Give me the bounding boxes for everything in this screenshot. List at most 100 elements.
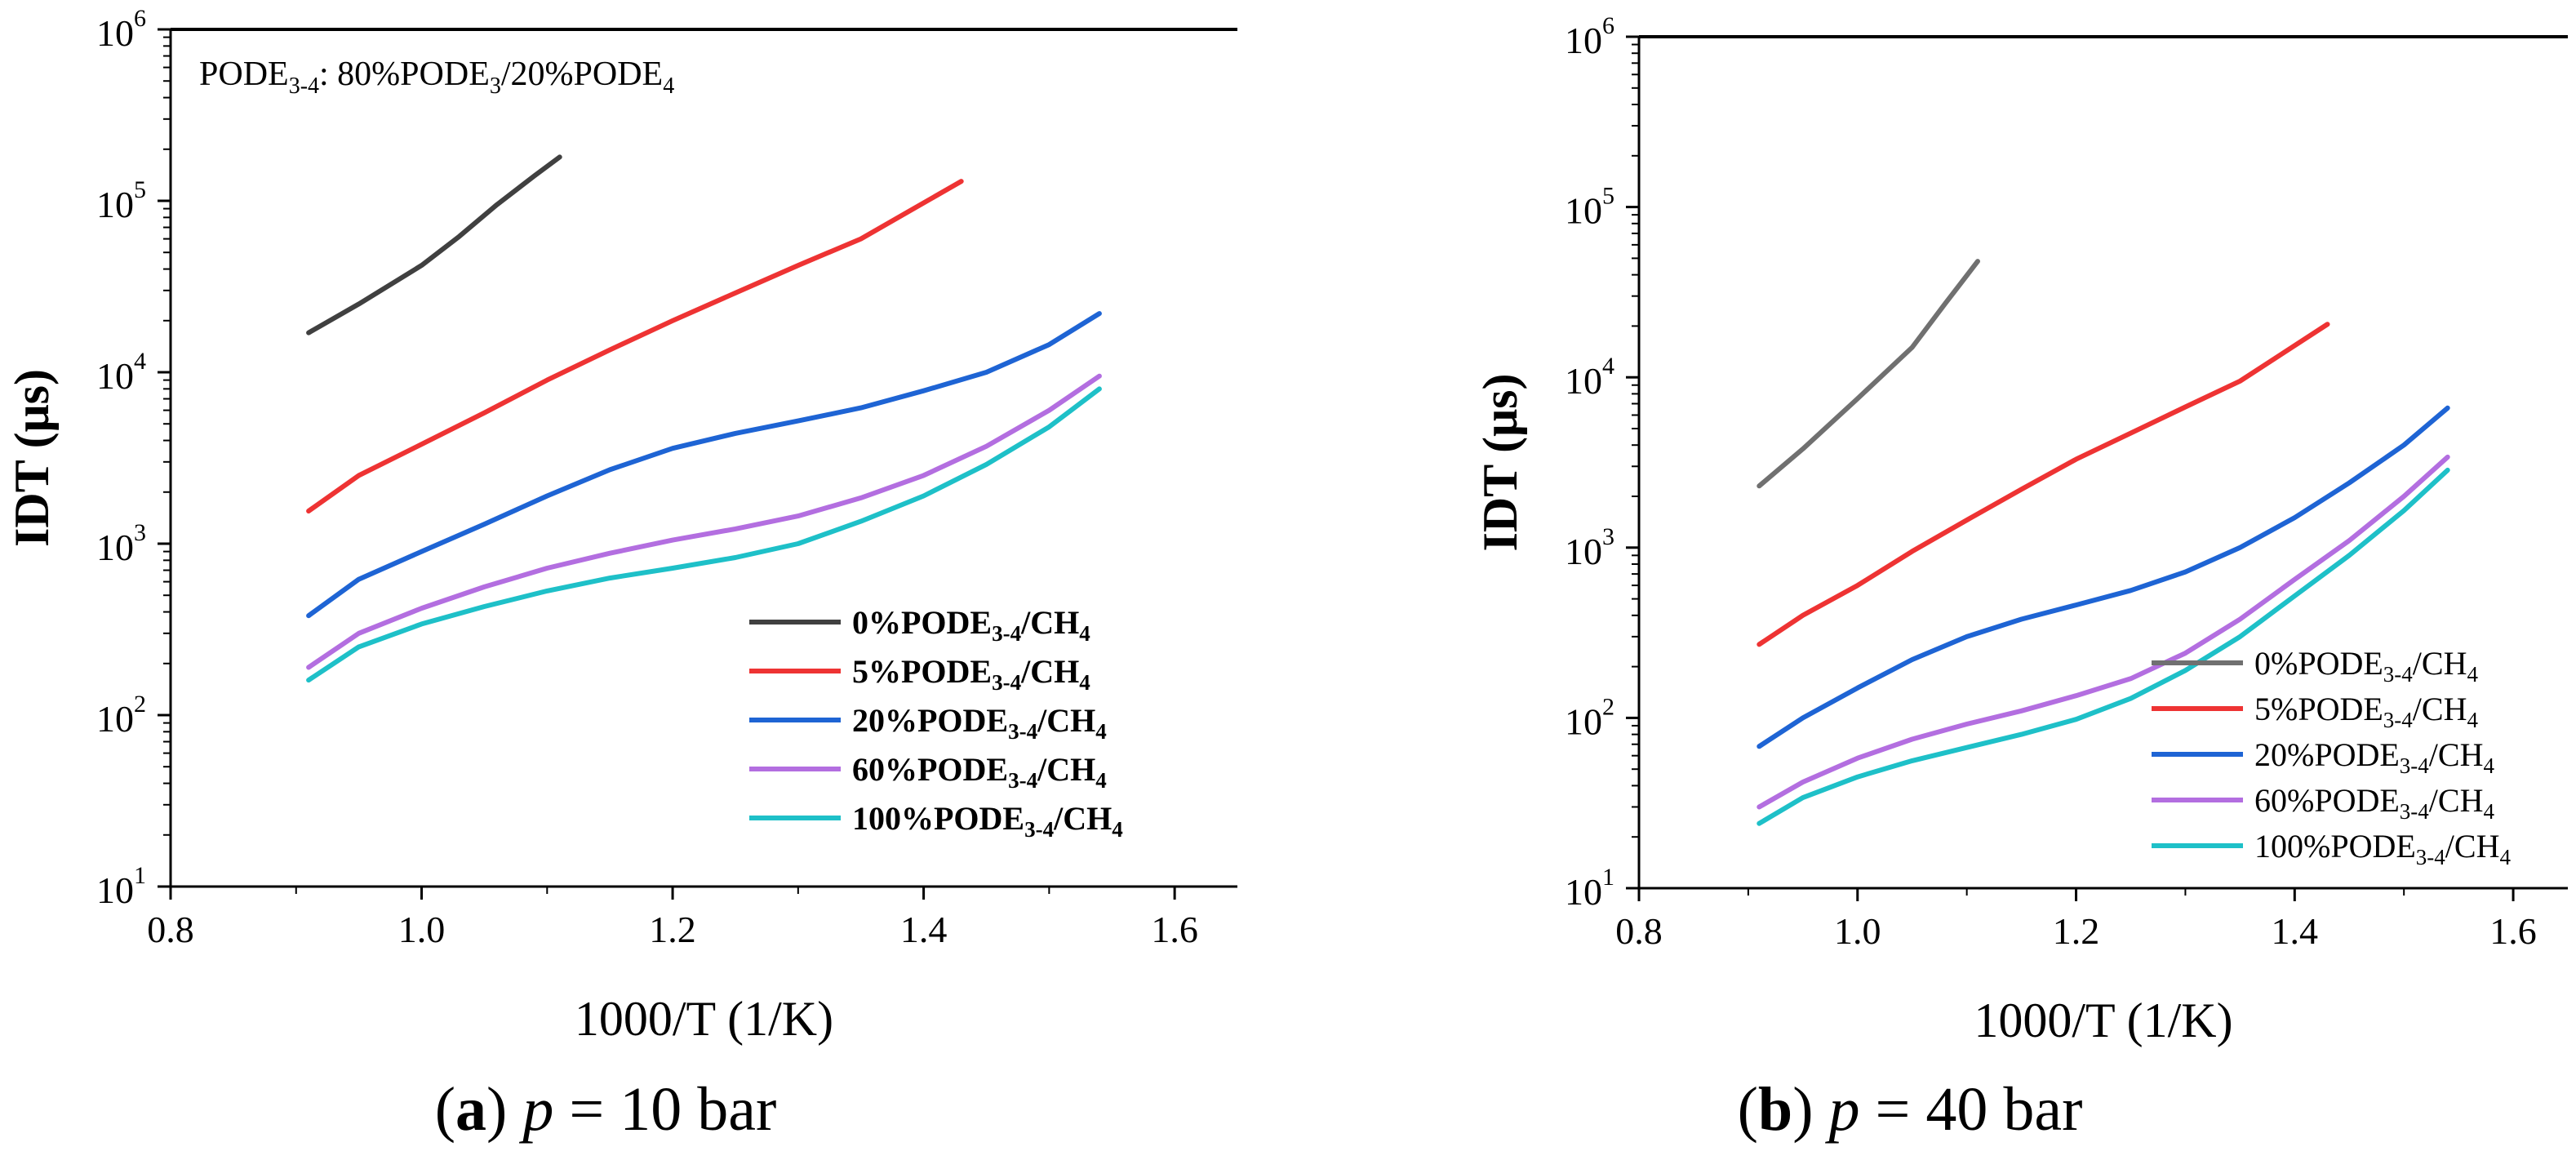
note-sub: 3-4 bbox=[289, 73, 319, 99]
y-tick-label: 102 bbox=[96, 691, 146, 740]
legend-label-4: 100%PODE3-4/CH4 bbox=[2254, 828, 2511, 869]
x-axis-title: 1000/T (1/K) bbox=[575, 992, 833, 1046]
legend-text-mid: /CH bbox=[2445, 828, 2500, 865]
legend: 0%PODE3-4/CH45%PODE3-4/CH420%PODE3-4/CH4… bbox=[2152, 645, 2511, 869]
y-tick-exp: 3 bbox=[134, 519, 146, 546]
y-tick-exp: 5 bbox=[1602, 183, 1614, 210]
x-tick-label: 1.6 bbox=[1151, 909, 1198, 950]
legend-label-3: 60%PODE3-4/CH4 bbox=[852, 751, 1107, 793]
panel-caption: (b) p = 40 bar bbox=[1738, 1075, 2083, 1144]
legend-text-pre: 0%PODE bbox=[2254, 645, 2383, 682]
note-text: PODE bbox=[199, 56, 289, 93]
caption-eq: = 40 bar bbox=[1860, 1075, 2083, 1144]
series-line-3 bbox=[306, 373, 1102, 670]
y-tick-label: 106 bbox=[96, 5, 146, 54]
x-tick-label: 1.2 bbox=[2053, 910, 2100, 952]
y-tick-exp: 1 bbox=[1602, 864, 1614, 891]
legend-text-sub: 4 bbox=[2499, 845, 2511, 869]
y-tick-base: 10 bbox=[96, 355, 134, 397]
legend-text-pre: 0%PODE bbox=[852, 604, 992, 641]
series-line-0 bbox=[306, 154, 562, 336]
y-axis-title: IDT (μs) bbox=[1473, 374, 1527, 552]
y-tick-label: 101 bbox=[1565, 864, 1614, 913]
series-line-2 bbox=[1757, 405, 2450, 749]
legend-text-mid: /CH bbox=[1037, 702, 1095, 739]
series-line-0 bbox=[1757, 259, 1980, 489]
caption-letter: a bbox=[455, 1075, 486, 1144]
y-tick-base: 10 bbox=[96, 184, 134, 225]
legend-text-mid: /CH bbox=[1037, 751, 1095, 788]
series-line-1 bbox=[1757, 322, 2330, 647]
x-tick-label: 1.4 bbox=[900, 909, 948, 950]
y-tick-label: 102 bbox=[1565, 693, 1614, 742]
series-line-1 bbox=[306, 179, 964, 513]
legend-text-pre: 5%PODE bbox=[2254, 691, 2383, 727]
legend-text-mid: /CH bbox=[2413, 691, 2467, 727]
legend-text-sub: 3-4 bbox=[2400, 753, 2429, 778]
caption-paren: ( bbox=[435, 1075, 455, 1144]
legend-text-sub: 3-4 bbox=[1008, 719, 1037, 744]
legend: 0%PODE3-4/CH45%PODE3-4/CH420%PODE3-4/CH4… bbox=[749, 604, 1123, 842]
legend-text-pre: 60%PODE bbox=[852, 751, 1008, 788]
y-tick-label: 104 bbox=[96, 348, 146, 397]
legend-text-pre: 60%PODE bbox=[2254, 782, 2400, 819]
panel-a: 0.8 1.0 1.2 1.4 1.61011021031041051061000/T … bbox=[5, 5, 1237, 1144]
y-tick-exp: 4 bbox=[1602, 353, 1614, 380]
y-tick-base: 10 bbox=[96, 869, 134, 911]
legend-text-pre: 100%PODE bbox=[852, 800, 1024, 837]
note-sub: 4 bbox=[663, 73, 674, 99]
y-axis-title: IDT (μs) bbox=[5, 369, 59, 547]
legend-text-mid: /CH bbox=[2413, 645, 2467, 682]
legend-text-mid: /CH bbox=[2429, 736, 2484, 773]
legend-text-pre: 20%PODE bbox=[2254, 736, 2400, 773]
x-tick-label: 1.6 bbox=[2489, 910, 2537, 952]
caption-paren: ) bbox=[486, 1075, 522, 1144]
series-line-3 bbox=[1757, 454, 2450, 810]
y-tick-label: 104 bbox=[1565, 353, 1614, 402]
x-tick-label: 1.4 bbox=[2272, 910, 2319, 952]
y-tick-exp: 4 bbox=[134, 348, 146, 375]
caption-paren: ( bbox=[1738, 1075, 1758, 1144]
legend-text-sub: 4 bbox=[2467, 708, 2478, 732]
legend-text-sub: 3-4 bbox=[2383, 662, 2413, 687]
y-tick-label: 103 bbox=[1565, 523, 1614, 572]
y-tick-base: 10 bbox=[96, 527, 134, 568]
legend-text-mid: /CH bbox=[1020, 604, 1079, 641]
y-tick-base: 10 bbox=[1565, 20, 1602, 61]
y-tick-exp: 6 bbox=[1602, 12, 1614, 39]
legend-label-0: 0%PODE3-4/CH4 bbox=[2254, 645, 2478, 687]
y-tick-label: 106 bbox=[1565, 12, 1614, 61]
panel-caption: (a) p = 10 bar bbox=[435, 1075, 777, 1144]
composition-note: PODE3-4: 80%PODE3/20%PODE4 bbox=[199, 56, 674, 99]
caption-var: p bbox=[1825, 1075, 1860, 1144]
y-tick-base: 10 bbox=[1565, 700, 1602, 742]
y-tick-base: 10 bbox=[1565, 871, 1602, 913]
x-tick-label: 0.8 bbox=[147, 909, 194, 950]
legend-text-pre: 5%PODE bbox=[852, 653, 992, 690]
legend-label-3: 60%PODE3-4/CH4 bbox=[2254, 782, 2494, 824]
legend-label-0: 0%PODE3-4/CH4 bbox=[852, 604, 1090, 646]
legend-text-sub: 3-4 bbox=[1024, 817, 1054, 842]
legend-label-1: 5%PODE3-4/CH4 bbox=[2254, 691, 2478, 732]
x-tick-label: 1.2 bbox=[649, 909, 696, 950]
legend-text-sub: 3-4 bbox=[2400, 799, 2429, 824]
caption-paren: ) bbox=[1792, 1075, 1828, 1144]
y-tick-label: 105 bbox=[1565, 183, 1614, 232]
y-tick-exp: 3 bbox=[1602, 523, 1614, 550]
y-tick-base: 10 bbox=[96, 698, 134, 740]
caption-letter: b bbox=[1758, 1075, 1792, 1144]
legend-text-sub: 3-4 bbox=[1008, 768, 1037, 793]
legend-text-sub: 3-4 bbox=[2416, 845, 2445, 869]
legend-text-sub: 4 bbox=[1079, 670, 1090, 695]
legend-text-sub: 4 bbox=[1095, 768, 1107, 793]
y-tick-exp: 6 bbox=[134, 5, 146, 32]
y-tick-label: 105 bbox=[96, 176, 146, 225]
panel-b: 0.8 1.0 1.2 1.4 1.61011021031041051061000/T … bbox=[1473, 12, 2568, 1144]
y-tick-base: 10 bbox=[1565, 531, 1602, 572]
y-tick-exp: 2 bbox=[1602, 693, 1614, 720]
y-tick-exp: 2 bbox=[134, 691, 146, 718]
legend-text-sub: 3-4 bbox=[992, 621, 1021, 646]
x-tick-label: 1.0 bbox=[1834, 910, 1881, 952]
legend-text-pre: 20%PODE bbox=[852, 702, 1008, 739]
